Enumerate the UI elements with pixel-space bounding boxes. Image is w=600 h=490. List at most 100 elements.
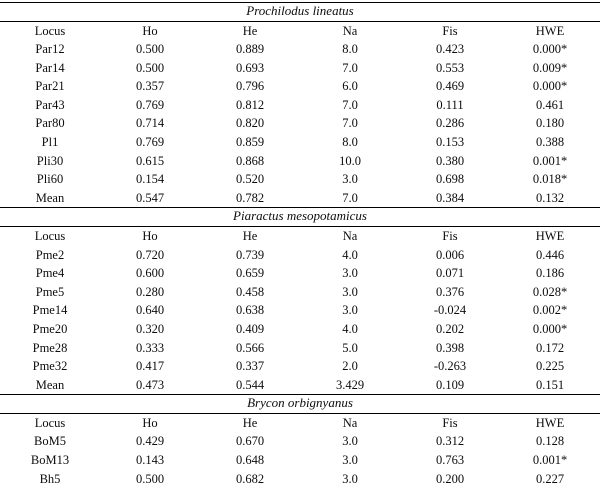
cell-fis: 0.423 [435,42,465,57]
cell-locus: Mean [35,190,65,205]
cell-fis: -0.024 [433,303,467,318]
cell-he: 0.458 [235,284,265,299]
column-header-na: Na [342,228,358,243]
cell-he: 0.544 [235,377,265,392]
cell-fis: 0.469 [435,79,465,94]
cell-locus: Par12 [35,42,65,57]
table-row: Par14 0.500 0.693 7.0 0.553 0.009* [0,59,600,78]
cell-na: 2.0 [342,359,358,374]
cell-hwe: 0.151 [535,377,565,392]
species-title: Piaractus mesopotamicus [0,207,600,227]
cell-he: 0.739 [235,247,265,262]
cell-he: 0.670 [235,434,265,449]
table-row: Pme4 0.600 0.659 3.0 0.071 0.186 [0,264,600,283]
cell-ho: 0.333 [135,340,165,355]
table-row: Mean 0.473 0.544 3.429 0.109 0.151 [0,376,600,395]
cell-he: 0.796 [235,79,265,94]
cell-na: 3.0 [342,266,358,281]
cell-ho: 0.720 [135,247,165,262]
table-row: Bh5 0.500 0.682 3.0 0.200 0.227 [0,470,600,489]
cell-he: 0.409 [235,321,265,336]
cell-he: 0.520 [235,172,265,187]
cell-locus: Pli60 [36,172,64,187]
table-row: Par80 0.714 0.820 7.0 0.286 0.180 [0,114,600,133]
cell-fis: 0.071 [435,266,465,281]
cell-ho: 0.280 [135,284,165,299]
species-title: Prochilodus lineatus [0,2,600,22]
cell-he: 0.812 [235,97,265,112]
column-header-fis: Fis [442,415,458,430]
cell-locus: Par14 [35,60,65,75]
cell-na: 8.0 [342,135,358,150]
cell-locus: Pme4 [35,266,65,281]
cell-na: 7.0 [342,116,358,131]
cell-he: 0.693 [235,60,265,75]
cell-hwe: 0.227 [535,471,565,486]
table-row: Pli60 0.154 0.520 3.0 0.698 0.018* [0,170,600,189]
cell-na: 3.429 [335,377,365,392]
column-header-hwe: HWE [535,415,565,430]
cell-fis: 0.698 [435,172,465,187]
table-row: Pli30 0.615 0.868 10.0 0.380 0.001* [0,152,600,171]
cell-locus: Bh5 [39,471,61,486]
cell-ho: 0.357 [135,79,165,94]
column-header-row: Locus Ho He Na Fis HWE [0,414,600,433]
cell-hwe: 0.000* [532,42,568,57]
table-row: Par43 0.769 0.812 7.0 0.111 0.461 [0,96,600,115]
column-header-fis: Fis [442,23,458,38]
cell-na: 3.0 [342,303,358,318]
cell-hwe: 0.225 [535,359,565,374]
cell-hwe: 0.001* [532,452,568,467]
cell-locus: Mean [35,377,65,392]
cell-na: 3.0 [342,434,358,449]
cell-ho: 0.600 [135,266,165,281]
cell-fis: 0.384 [435,190,465,205]
cell-hwe: 0.388 [535,135,565,150]
cell-na: 3.0 [342,452,358,467]
table-row: Par21 0.357 0.796 6.0 0.469 0.000* [0,77,600,96]
cell-fis: 0.286 [435,116,465,131]
cell-fis: 0.376 [435,284,465,299]
table-row: Pme20 0.320 0.409 4.0 0.202 0.000* [0,320,600,339]
cell-fis: 0.312 [435,434,465,449]
cell-fis: 0.380 [435,153,465,168]
cell-fis: 0.553 [435,60,465,75]
cell-na: 7.0 [342,190,358,205]
cell-hwe: 0.018* [532,172,568,187]
column-header-he: He [242,228,258,243]
cell-na: 4.0 [342,321,358,336]
cell-na: 10.0 [339,153,361,168]
cell-locus: Pme32 [32,359,68,374]
cell-he: 0.820 [235,116,265,131]
column-header-he: He [242,23,258,38]
cell-he: 0.782 [235,190,265,205]
cell-na: 4.0 [342,247,358,262]
cell-ho: 0.320 [135,321,165,336]
table-row: BoM5 0.429 0.670 3.0 0.312 0.128 [0,432,600,451]
cell-locus: BoM13 [30,452,70,467]
cell-ho: 0.769 [135,135,165,150]
cell-hwe: 0.132 [535,190,565,205]
cell-ho: 0.429 [135,434,165,449]
table-row: Pme14 0.640 0.638 3.0 -0.024 0.002* [0,301,600,320]
cell-ho: 0.714 [135,116,165,131]
cell-fis: 0.111 [436,97,464,112]
cell-ho: 0.615 [135,153,165,168]
cell-locus: Pme20 [32,321,68,336]
cell-ho: 0.143 [135,452,165,467]
cell-fis: 0.006 [435,247,465,262]
column-header-locus: Locus [34,415,66,430]
cell-hwe: 0.186 [535,266,565,281]
column-header-ho: Ho [142,23,158,38]
cell-hwe: 0.000* [532,321,568,336]
cell-ho: 0.640 [135,303,165,318]
cell-na: 7.0 [342,60,358,75]
cell-na: 3.0 [342,471,358,486]
column-header-na: Na [342,23,358,38]
table-row: Par12 0.500 0.889 8.0 0.423 0.000* [0,40,600,59]
cell-na: 8.0 [342,42,358,57]
column-header-ho: Ho [142,228,158,243]
column-header-row: Locus Ho He Na Fis HWE [0,22,600,41]
cell-fis: 0.153 [435,135,465,150]
